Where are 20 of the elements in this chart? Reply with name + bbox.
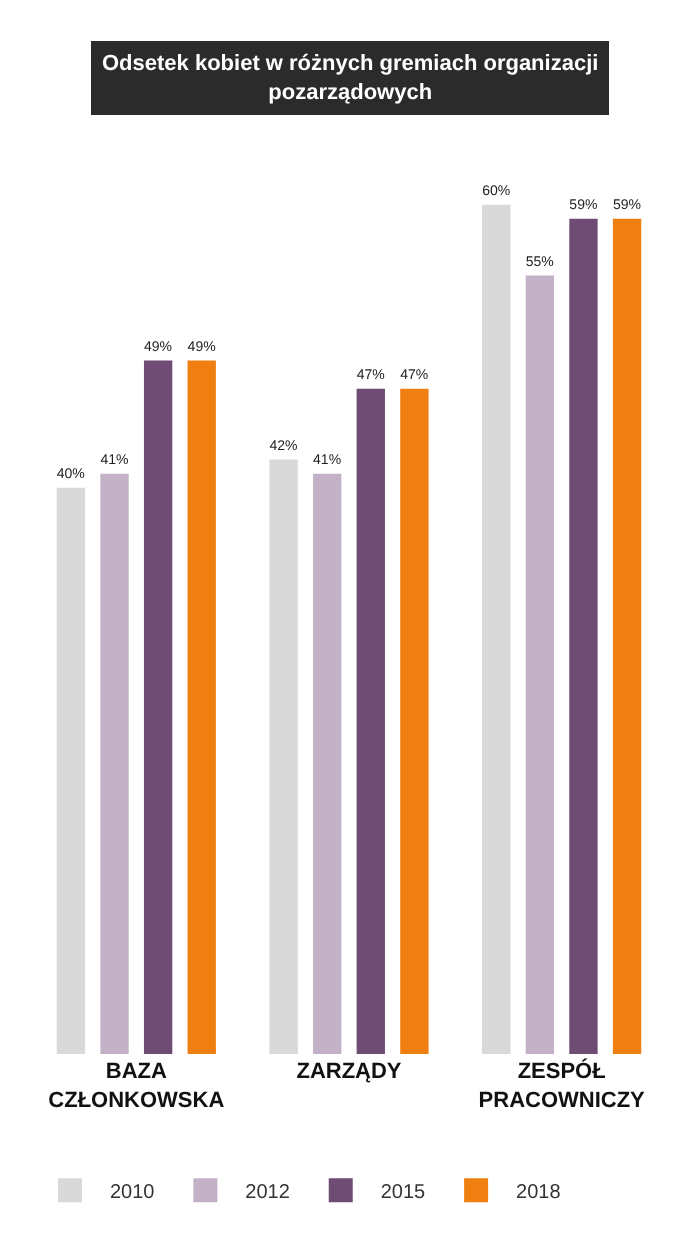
- x-tick-label: BAZA CZŁONKOWSKA: [48, 1060, 225, 1113]
- bar: [100, 473, 129, 1054]
- bar: [356, 388, 385, 1054]
- bar: [187, 360, 216, 1054]
- bar: [313, 473, 342, 1054]
- legend-label: 2012: [245, 1182, 291, 1205]
- bar: [56, 487, 86, 1054]
- x-tick-label: ZARZĄDY: [296, 1060, 403, 1084]
- legend-label: 2010: [110, 1182, 156, 1205]
- x-tick-label: ZESPÓŁ PRACOWNICZY: [478, 1058, 647, 1113]
- legend-label: 2018: [516, 1182, 562, 1205]
- bar: [525, 275, 555, 1054]
- legend-label: 2015: [380, 1182, 427, 1205]
- bar: [143, 360, 173, 1054]
- bar: [569, 218, 598, 1054]
- chart-title: Odsetek kobiet w różnych gremiach organizacji pozarządowych: [102, 52, 599, 105]
- bar: [400, 388, 429, 1054]
- bar: [612, 218, 642, 1054]
- bar: [482, 204, 511, 1054]
- bar: [269, 459, 298, 1054]
